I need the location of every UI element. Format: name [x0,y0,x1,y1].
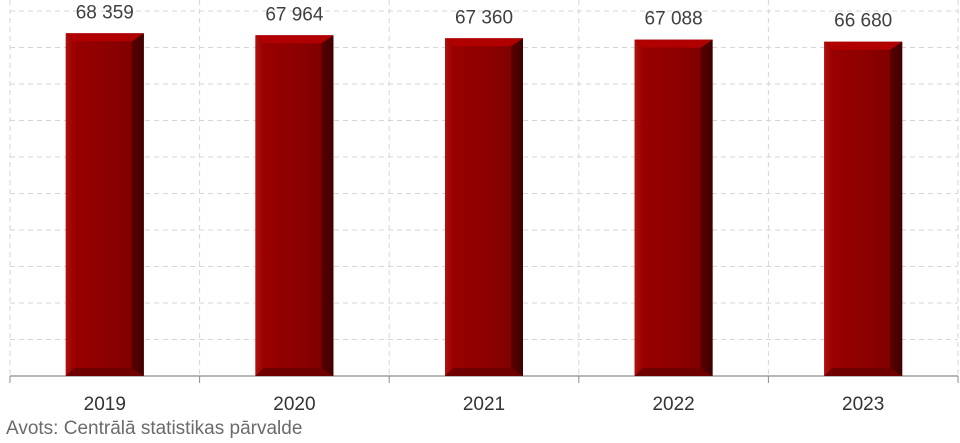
bar-bevel-left [445,38,453,376]
bar-value-label: 67 088 [645,9,703,30]
bar-bevel-right [321,35,334,377]
bar-value-label: 66 680 [834,11,892,32]
bar-bevel-bottom [255,368,334,376]
bar-bevel-top [255,35,334,44]
x-tick-label: 2019 [84,394,126,415]
bar-bevel-bottom [445,368,523,376]
source-note: Avots: Centrālā statistikas pārvalde [6,418,303,439]
labels-layer: 68 359 2019 67 964 2020 67 360 2021 67 088 2022… [76,2,893,415]
bar-front [65,33,144,376]
bar-value-label: 67 964 [265,4,324,25]
x-axis [9,375,959,383]
bar [255,35,334,377]
bar-front [255,35,334,377]
bars-layer [65,33,903,377]
bar [65,33,144,376]
bar-bevel-bottom [65,368,144,376]
bar-value-label: 68 359 [76,2,134,23]
bar-bevel-top [65,33,144,42]
bar [824,41,903,376]
bar-bevel-right [700,39,713,376]
bar [634,39,713,376]
bar-bevel-left [824,41,833,376]
bar-bevel-left [634,39,643,376]
bar-bevel-top [824,41,903,50]
x-tick-label: 2023 [842,394,884,415]
bar-bevel-left [255,35,264,377]
bar-bevel-right [890,41,903,376]
bar [445,38,523,376]
bar-bevel-top [634,39,713,48]
bar-bevel-bottom [634,368,713,376]
bar-bevel-right [511,38,523,376]
x-tick-label: 2020 [273,394,315,415]
bar-front [824,41,903,376]
bar-front [445,38,523,376]
bar-front [634,39,713,376]
bar-bevel-bottom [824,368,903,376]
x-tick-label: 2022 [652,394,694,415]
x-tick-label: 2021 [463,394,505,415]
bar-value-label: 67 360 [455,7,513,28]
bar-bevel-left [65,33,74,376]
bar-bevel-right [131,33,144,376]
bar-bevel-top [445,38,523,47]
